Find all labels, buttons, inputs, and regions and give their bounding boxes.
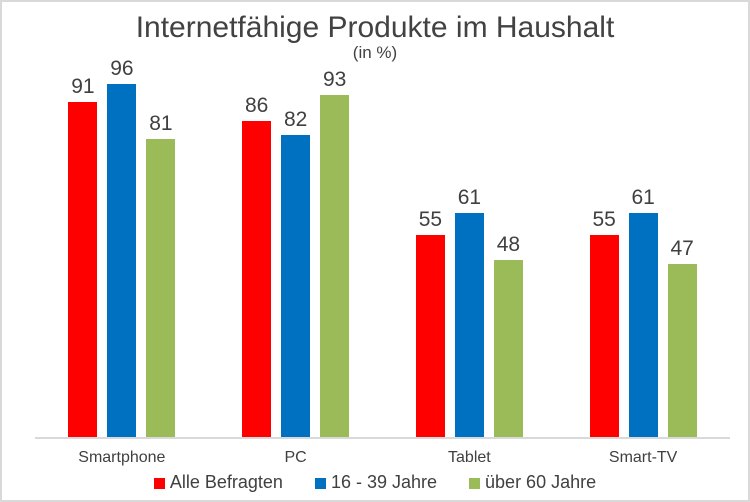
bar [667, 264, 697, 437]
bar-group-tablet: 55 61 48 [383, 185, 557, 437]
bar-group-pc: 86 82 93 [209, 67, 383, 437]
x-axis-line [35, 437, 730, 439]
bar [493, 260, 523, 437]
bar-column: 47 [667, 236, 697, 437]
bar [107, 84, 137, 437]
bar [146, 139, 176, 437]
bar [589, 235, 619, 437]
bar-value-label: 61 [631, 185, 655, 209]
bar-column: 55 [589, 207, 619, 437]
legend-marker-icon [314, 478, 326, 489]
legend-item: über 60 Jahre [469, 472, 596, 493]
bar-column: 48 [493, 232, 523, 437]
bar [68, 102, 98, 437]
bar-column: 55 [415, 207, 445, 437]
category-label-pc: PC [284, 449, 307, 466]
bar-value-label: 91 [71, 74, 95, 98]
bar [320, 95, 350, 437]
bar [242, 121, 272, 437]
bar-value-label: 82 [283, 107, 308, 131]
bar-column: 93 [320, 67, 350, 437]
bar [415, 235, 445, 437]
category-label-smart-tv: Smart-TV [608, 449, 678, 466]
bar [628, 213, 658, 437]
bar-value-label: 61 [457, 185, 482, 209]
bar-group-smartphone: 91 96 81 [35, 56, 209, 437]
bar-column: 61 [454, 185, 484, 437]
bar-value-label: 86 [244, 93, 269, 117]
bar-value-label: 96 [110, 56, 134, 80]
legend-item: Alle Befragten [153, 472, 283, 493]
legend-label: Alle Befragten [169, 472, 283, 492]
bar-group-smart-tv: 55 61 47 [556, 185, 730, 437]
category-label-tablet: Tablet [448, 449, 491, 466]
chart-subtitle: (in %) [352, 43, 398, 62]
legend-item: 16 - 39 Jahre [314, 472, 438, 493]
legend-label: 16 - 39 Jahre [330, 472, 438, 492]
bar-value-label: 55 [592, 207, 616, 231]
legend-label: über 60 Jahre [485, 472, 597, 492]
bar-value-label: 48 [496, 232, 521, 256]
plot-area: 91 96 81 86 82 93 55 61 48 55 61 47 [35, 53, 730, 437]
bar [454, 213, 484, 437]
category-label-smartphone: Smartphone [78, 449, 166, 466]
legend-marker-icon [469, 478, 481, 489]
bar-value-label: 47 [670, 236, 694, 260]
bar-column: 82 [281, 107, 311, 437]
x-axis-labels: Smartphone PC Tablet Smart-TV [35, 449, 730, 467]
legend-marker-icon [153, 478, 165, 489]
bar [281, 135, 311, 437]
chart-title: Internetfähige Produkte im Haushalt [135, 11, 615, 44]
bar-value-label: 55 [418, 207, 443, 231]
bar-value-label: 93 [322, 67, 347, 91]
legend: Alle Befragten 16 - 39 Jahre über 60 Jahre [2, 472, 748, 493]
bar-column: 86 [242, 93, 272, 437]
bar-column: 81 [146, 111, 176, 437]
bar-column: 96 [107, 56, 137, 437]
bar-column: 61 [628, 185, 658, 437]
bar-column: 91 [68, 74, 98, 437]
bar-value-label: 81 [149, 111, 173, 135]
